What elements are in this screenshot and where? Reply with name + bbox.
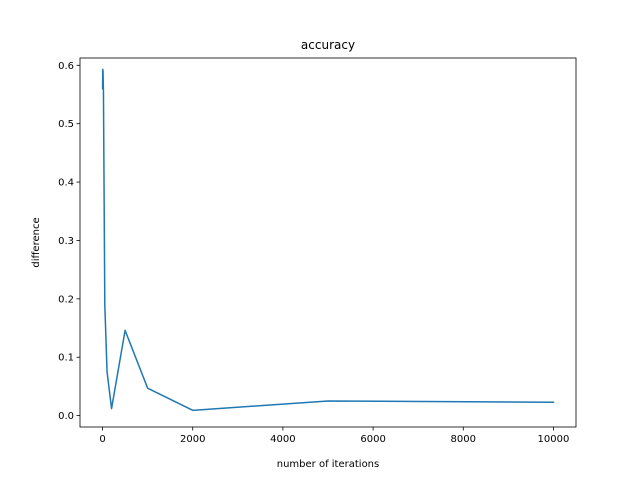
y-tick-label: 0.0: [58, 411, 74, 422]
y-tick-label: 0.4: [58, 178, 74, 189]
y-tick-label: 0.1: [58, 353, 74, 364]
x-tick-label: 4000: [270, 434, 295, 445]
plot-frame: [79, 57, 577, 428]
x-axis-ticks: 0 2000 4000 6000 8000 10000: [99, 427, 569, 445]
x-tick-label: 2000: [180, 434, 205, 445]
x-tick-label: 0: [99, 434, 105, 445]
y-tick-label: 0.3: [58, 236, 74, 247]
y-axis-ticks: 0.0 0.1 0.2 0.3 0.4 0.5 0.6: [58, 61, 80, 422]
y-tick-label: 0.6: [58, 61, 74, 72]
series-layer: [101, 68, 555, 412]
plot-area: [80, 58, 576, 427]
chart-title: accuracy: [301, 38, 355, 52]
series-line: [101, 68, 555, 412]
y-axis-label: difference: [31, 217, 42, 267]
x-tick-label: 10000: [538, 434, 570, 445]
x-tick-label: 8000: [451, 434, 476, 445]
x-tick-label: 6000: [360, 434, 385, 445]
y-tick-label: 0.2: [58, 294, 74, 305]
x-axis-label: number of iterations: [277, 459, 379, 470]
y-tick-label: 0.5: [58, 119, 74, 130]
